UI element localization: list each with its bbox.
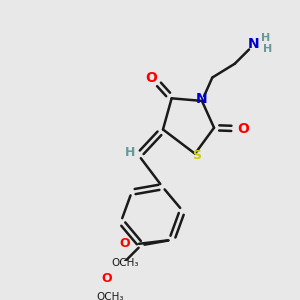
Text: H: H xyxy=(261,33,271,43)
Text: S: S xyxy=(192,149,201,162)
Text: OCH₃: OCH₃ xyxy=(96,292,124,300)
Text: O: O xyxy=(120,237,130,250)
Text: O: O xyxy=(145,70,157,85)
Text: N: N xyxy=(196,92,208,106)
Text: OCH₃: OCH₃ xyxy=(111,258,139,268)
Text: H: H xyxy=(125,146,135,159)
Text: H: H xyxy=(263,44,272,54)
Text: O: O xyxy=(101,272,112,285)
Text: N: N xyxy=(248,37,260,51)
Text: O: O xyxy=(238,122,249,136)
